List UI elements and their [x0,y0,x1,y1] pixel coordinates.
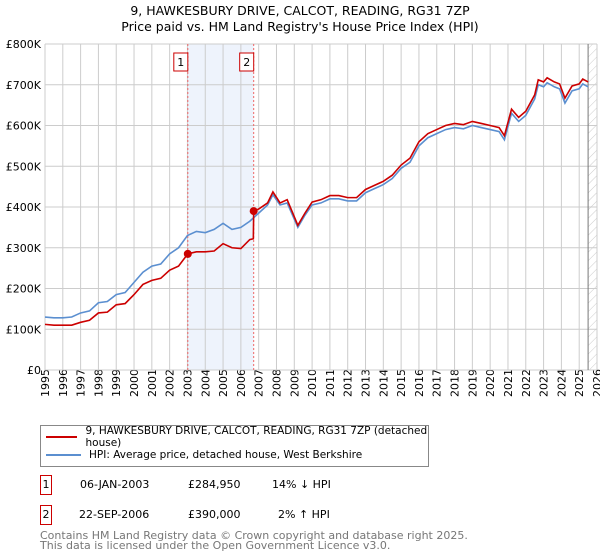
x-tick-label: 2002 [164,369,177,397]
transaction-row: 1 06-JAN-2003 £284,950 14% ↓ HPI [40,475,600,495]
x-tick-label: 2022 [520,369,533,397]
transaction-badge: 2 [40,505,52,525]
x-tick-label: 1999 [110,369,123,397]
x-tick-label: 2013 [360,369,373,397]
transaction-price: £284,950 [188,478,241,491]
x-tick-label: 2019 [466,369,479,397]
y-tick-label: £300K [6,242,42,255]
transaction-row: 2 22-SEP-2006 £390,000 2% ↑ HPI [40,505,600,525]
footer-line1: Contains HM Land Registry data © Crown c… [40,529,468,542]
sale-point [249,207,258,216]
x-tick-label: 2016 [413,369,426,397]
footer-line2: This data is licensed under the Open Gov… [40,539,391,552]
y-tick-label: £400K [6,201,42,214]
x-tick-label: 2021 [502,369,515,397]
x-tick-label: 2010 [306,369,319,397]
footer: Contains HM Land Registry data © Crown c… [40,529,468,552]
y-tick-label: £500K [6,160,42,173]
sale-badge-label: 2 [243,56,250,69]
x-tick-label: 1998 [92,369,105,397]
x-tick-label: 2009 [288,369,301,397]
price-chart: 1995 1996 1997 1998 1999 2000 2001 2002 2003 2004… [6,38,600,397]
transaction-delta: 14% ↓ HPI [272,478,331,491]
transaction-badge: 1 [40,475,52,495]
x-tick-label: 2023 [538,369,551,397]
legend-red-line [46,436,78,438]
property-price-line [44,76,589,326]
x-tick-label: 2003 [181,369,194,397]
chart-subtitle: Price paid vs. HM Land Registry's House … [121,19,479,34]
x-tick-label: 2007 [253,369,266,397]
x-tick-label: 2011 [324,369,337,397]
x-tick-label: 2008 [270,369,283,397]
legend-property: 9, HAWKESBURY DRIVE, CALCOT, READING, RG… [85,425,428,449]
x-tick-label: 2005 [217,369,230,397]
x-tick-label: 1996 [57,369,70,397]
transaction-price: £390,000 [188,508,241,521]
x-tick-label: 2015 [395,369,408,397]
sale-badge [239,52,255,72]
legend: 9, HAWKESBURY DRIVE, CALCOT, READING, RG… [40,425,429,467]
chart-title: 9, HAWKESBURY DRIVE, CALCOT, READING, RG… [130,3,470,18]
sale-badge [173,52,189,72]
sale-point [183,249,192,258]
transaction-date: 22-SEP-2006 [79,508,150,521]
x-tick-label: 1997 [75,369,88,397]
transaction-date: 06-JAN-2003 [80,478,150,491]
y-tick-label: £700K [6,79,42,92]
x-tick-label: 2018 [449,369,462,397]
x-tick-label: 2026 [591,369,600,397]
x-tick-label: 2017 [431,369,444,397]
x-tick-label: 2014 [377,369,390,397]
transaction-delta: 2% ↑ HPI [278,508,330,521]
x-tick-label: 2025 [573,369,586,397]
y-tick-label: £600K [6,120,42,133]
sale-badge-label: 1 [177,56,184,69]
legend-blue-line [46,454,81,456]
x-tick-label: 2001 [146,369,159,397]
x-tick-label: 2004 [199,369,212,397]
y-tick-label: £100K [6,323,42,336]
x-tick-label: 2000 [128,369,141,397]
x-tick-label: 1995 [39,369,52,397]
y-tick-label: £800K [6,38,42,51]
x-tick-label: 2024 [555,369,568,397]
x-tick-label: 2020 [484,369,497,397]
x-tick-label: 2006 [235,369,248,397]
x-tick-label: 2012 [342,369,355,397]
y-tick-label: £0 [27,364,41,377]
hpi-line [44,81,589,319]
legend-hpi: HPI: Average price, detached house, West… [89,449,363,461]
y-tick-label: £200K [6,283,42,296]
